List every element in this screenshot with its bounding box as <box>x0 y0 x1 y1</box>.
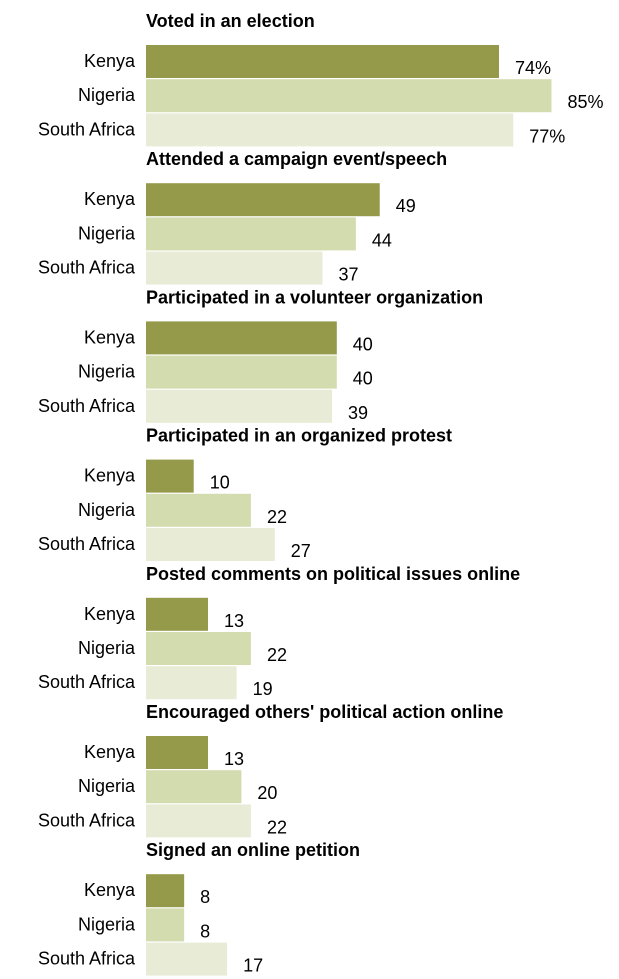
panel-title: Posted comments on political issues onli… <box>146 564 520 584</box>
bar <box>146 632 251 665</box>
bar <box>146 251 323 285</box>
value-label: 17 <box>243 956 263 976</box>
category-label: South Africa <box>38 258 136 278</box>
bar <box>146 942 228 976</box>
panel-title: Participated in a volunteer organization <box>146 287 483 307</box>
category-label: South Africa <box>38 119 136 139</box>
category-label: Kenya <box>84 466 136 486</box>
value-label: 8 <box>200 921 210 941</box>
category-label: South Africa <box>38 534 136 554</box>
category-label: South Africa <box>38 949 136 969</box>
bar <box>146 597 209 631</box>
bar <box>146 355 337 389</box>
value-label: 13 <box>224 749 244 769</box>
value-label: 74% <box>515 58 551 78</box>
panel-title: Encouraged others' political action onli… <box>146 702 503 722</box>
value-label: 39 <box>348 403 368 423</box>
category-label: Kenya <box>84 742 136 762</box>
value-label: 49 <box>396 196 416 216</box>
value-label: 37 <box>338 265 358 285</box>
value-label: 44 <box>372 230 392 250</box>
value-label: 8 <box>200 887 210 907</box>
category-label: Nigeria <box>78 223 136 243</box>
value-label: 85% <box>567 92 603 112</box>
bar <box>146 874 185 908</box>
bar <box>146 45 499 78</box>
value-label: 22 <box>267 645 287 665</box>
bar <box>146 908 185 942</box>
category-label: Nigeria <box>78 85 136 105</box>
bar <box>146 389 333 423</box>
bar <box>146 321 337 355</box>
bar <box>146 217 356 251</box>
value-label: 13 <box>224 611 244 631</box>
bar <box>146 770 242 804</box>
category-label: Nigeria <box>78 362 136 382</box>
bar <box>146 493 251 527</box>
panel-title: Signed an online petition <box>146 840 360 860</box>
value-label: 40 <box>353 334 373 354</box>
category-label: Nigeria <box>78 638 136 658</box>
value-label: 22 <box>267 507 287 527</box>
bar <box>146 528 275 561</box>
category-label: Kenya <box>84 189 136 209</box>
value-label: 19 <box>253 679 273 699</box>
value-label: 40 <box>353 369 373 389</box>
panel-title: Attended a campaign event/speech <box>146 149 447 169</box>
bar <box>146 459 194 493</box>
value-label: 22 <box>267 817 287 837</box>
category-label: Nigeria <box>78 500 136 520</box>
bar <box>146 666 237 700</box>
category-label: Kenya <box>84 327 136 347</box>
category-label: Nigeria <box>78 776 136 796</box>
category-label: Nigeria <box>78 914 136 934</box>
panel-title: Voted in an election <box>146 11 315 31</box>
bar <box>146 113 514 147</box>
panel-title: Participated in an organized protest <box>146 426 452 446</box>
value-label: 77% <box>529 126 565 146</box>
category-label: South Africa <box>38 672 136 692</box>
bar <box>146 804 251 838</box>
category-label: Kenya <box>84 880 136 900</box>
bar <box>146 736 209 769</box>
value-label: 27 <box>291 541 311 561</box>
bar <box>146 183 380 217</box>
category-label: South Africa <box>38 810 136 830</box>
value-label: 10 <box>210 473 230 493</box>
category-label: Kenya <box>84 604 136 624</box>
bar <box>146 79 552 113</box>
category-label: Kenya <box>84 51 136 71</box>
category-label: South Africa <box>38 396 136 416</box>
value-label: 20 <box>257 783 277 803</box>
